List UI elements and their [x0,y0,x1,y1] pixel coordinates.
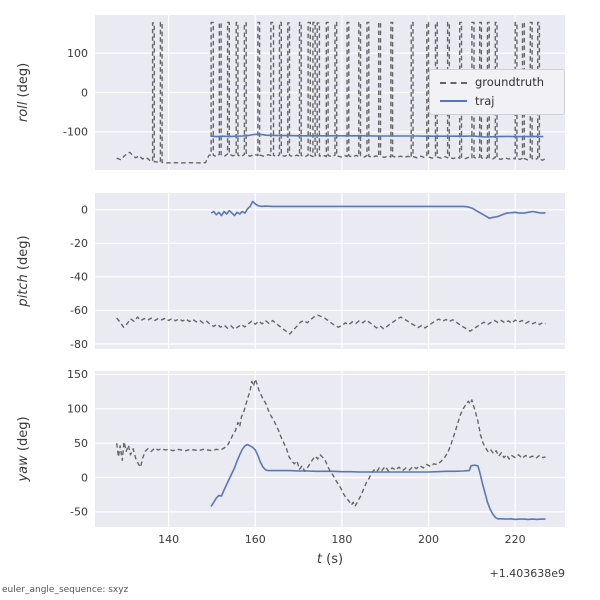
groundtruth-line-sample [440,81,467,84]
svg-text:160: 160 [245,533,266,546]
svg-text:-40: -40 [70,271,88,284]
svg-text:t (s): t (s) [317,552,343,567]
svg-text:-80: -80 [70,338,88,351]
traj-line-sample [440,100,467,103]
svg-text:100: 100 [67,47,88,60]
footnote: euler_angle_sequence: sxyz [2,585,129,595]
svg-text:-100: -100 [63,126,88,139]
svg-text:+1.403638e9: +1.403638e9 [490,567,565,580]
legend-label-groundtruth: groundtruth [475,75,545,89]
svg-text:220: 220 [505,533,526,546]
svg-text:pitch (deg): pitch (deg) [16,235,31,307]
svg-text:-60: -60 [70,304,88,317]
svg-text:0: 0 [81,471,88,484]
svg-text:0: 0 [81,86,88,99]
svg-text:140: 140 [158,533,179,546]
svg-text:roll (deg): roll (deg) [16,63,31,122]
legend-label-traj: traj [475,93,495,108]
legend: groundtruth traj [429,69,565,115]
legend-entry-traj: traj [440,93,554,108]
svg-text:0: 0 [81,204,88,217]
svg-text:150: 150 [67,368,88,381]
svg-text:-50: -50 [70,506,88,519]
svg-text:50: 50 [74,437,88,450]
svg-text:200: 200 [418,533,439,546]
svg-text:100: 100 [67,403,88,416]
svg-text:180: 180 [331,533,352,546]
svg-text:-20: -20 [70,237,88,250]
legend-entry-groundtruth: groundtruth [440,75,554,89]
svg-text:yaw (deg): yaw (deg) [16,416,31,482]
